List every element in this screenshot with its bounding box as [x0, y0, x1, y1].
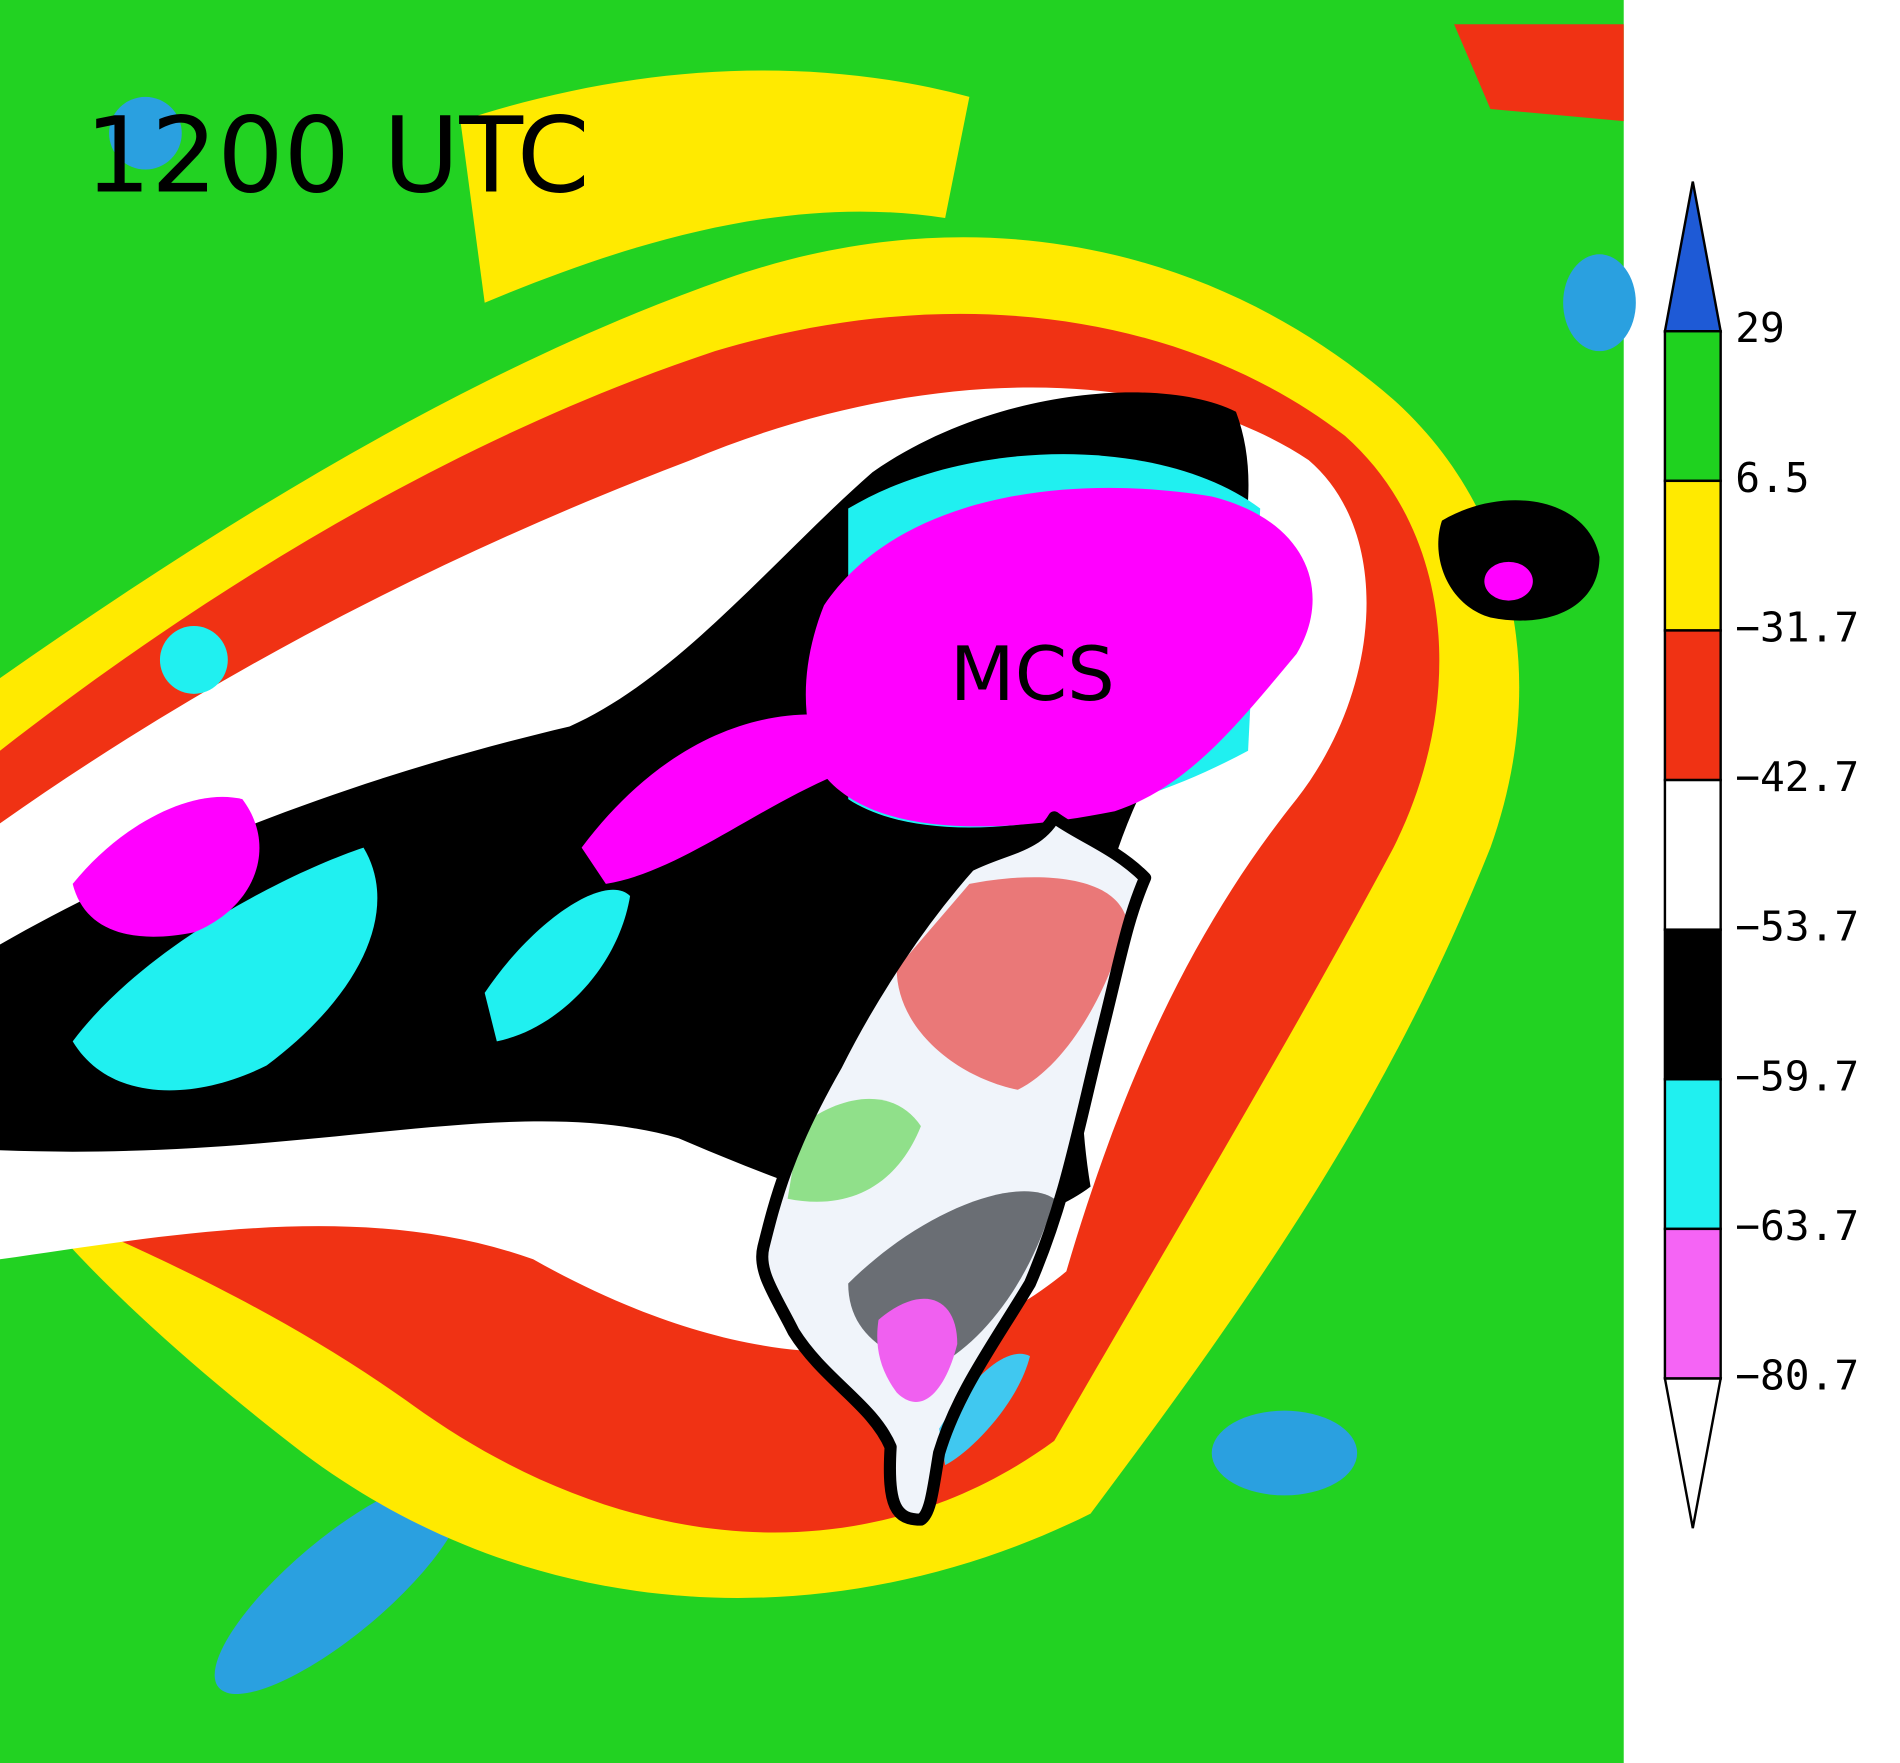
- mcs-label: MCS: [950, 630, 1115, 718]
- colorbar-segment: [1663, 1078, 1722, 1231]
- satellite-map: 1200 UTC MCS: [0, 0, 1636, 1763]
- colorbar-segment: [1663, 1227, 1722, 1380]
- colorbar-segment: [1663, 629, 1722, 782]
- time-label: 1200 UTC: [85, 94, 590, 216]
- colorbar-label: −80.7: [1735, 1351, 1859, 1399]
- colorbar: 29 6.5 −31.7 −42.7 −53.7 −59.7 −63.7 −80.7: [1663, 181, 1859, 1529]
- colorbar-segment: [1663, 928, 1722, 1081]
- colorbar-label: −42.7: [1735, 753, 1859, 801]
- colorbar-label: −53.7: [1735, 903, 1859, 951]
- colorbar-arrow: [1663, 1377, 1723, 1529]
- colorbar-label: 6.5: [1735, 454, 1809, 502]
- colorbar-label: 29: [1735, 304, 1785, 352]
- colorbar-segment: [1663, 479, 1722, 632]
- colorbar-segment: [1663, 330, 1722, 483]
- colorbar-label: −31.7: [1735, 603, 1859, 651]
- colorbar-arrow: [1663, 181, 1723, 333]
- colorbar-label: −59.7: [1735, 1052, 1859, 1100]
- colorbar-segment: [1663, 778, 1722, 931]
- colorbar-label: −63.7: [1735, 1202, 1859, 1250]
